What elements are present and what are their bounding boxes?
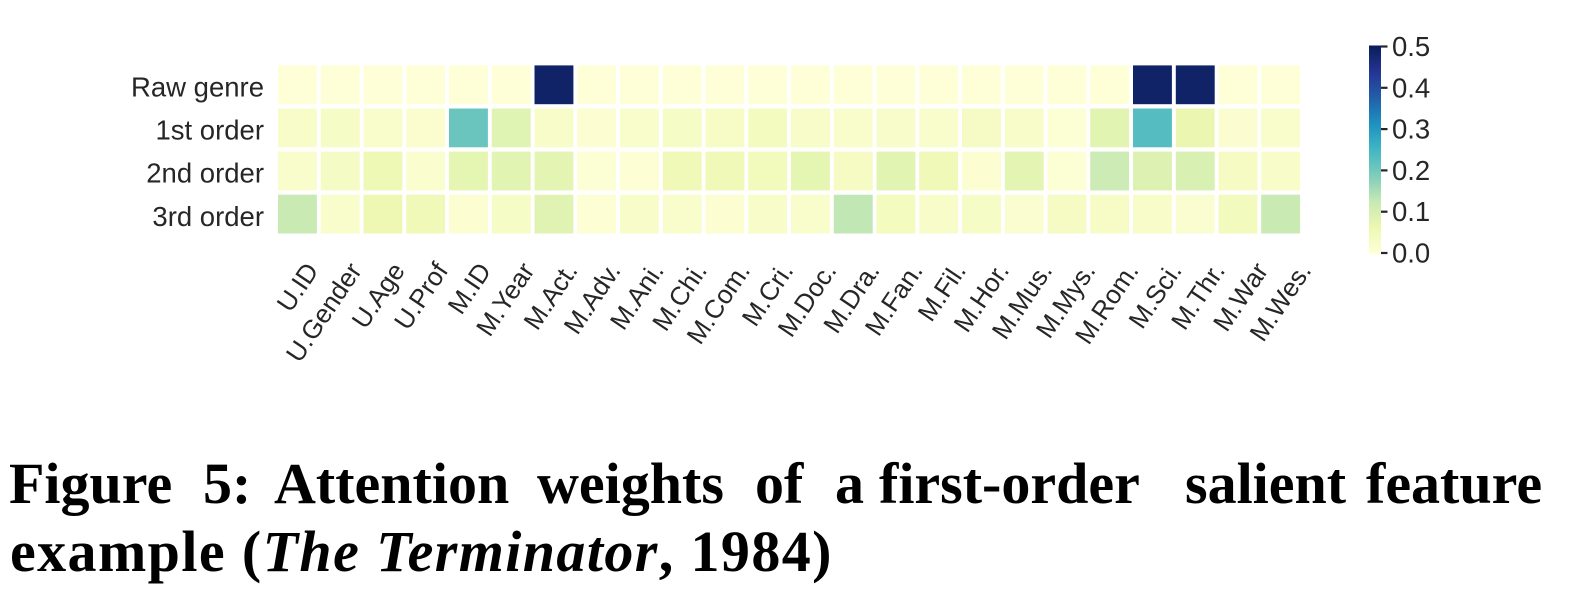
svg-text:2nd order: 2nd order [146, 158, 264, 189]
svg-text:Raw genre: Raw genre [131, 72, 264, 103]
svg-text:0.2: 0.2 [1392, 155, 1430, 186]
svg-text:1st order: 1st order [155, 115, 264, 146]
svg-text:3rd order: 3rd order [152, 201, 264, 232]
svg-text:0.0: 0.0 [1392, 238, 1430, 269]
svg-text:0.4: 0.4 [1392, 72, 1430, 103]
svg-text:0.3: 0.3 [1392, 114, 1430, 145]
svg-text:0.5: 0.5 [1392, 31, 1430, 62]
svg-text:0.1: 0.1 [1392, 196, 1430, 227]
